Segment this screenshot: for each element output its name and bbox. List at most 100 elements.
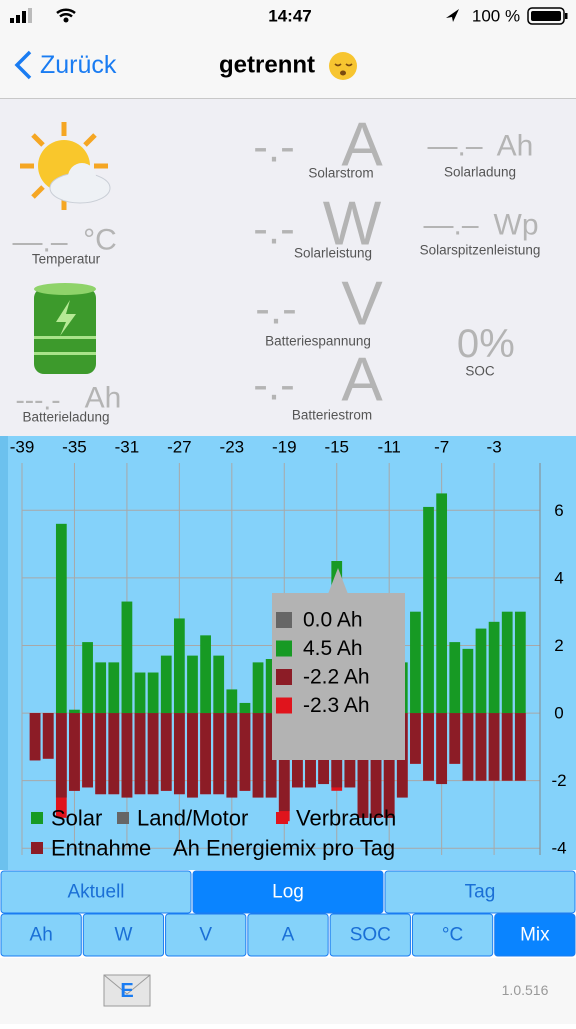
signal-icon <box>10 8 32 23</box>
bar <box>462 648 474 714</box>
bar <box>449 642 461 714</box>
tab-label[interactable]: Ah <box>30 925 53 946</box>
reading-value: -.- <box>253 361 295 410</box>
y-tick-label: 6 <box>554 501 563 520</box>
reading-unit: Ah <box>85 382 122 415</box>
wifi-dot <box>63 17 69 23</box>
tab-label[interactable]: V <box>199 925 212 946</box>
tab[interactable] <box>494 913 576 957</box>
back-chevron[interactable] <box>14 50 32 80</box>
mail-button[interactable]: E <box>103 974 151 1007</box>
reading-label: Batteriestrom <box>292 408 372 423</box>
tab[interactable] <box>192 870 384 914</box>
tab-label[interactable]: Aktuell <box>67 882 124 903</box>
x-tick-label: -39 <box>10 438 35 457</box>
footer <box>0 958 576 1024</box>
bar <box>410 713 421 764</box>
envelope[interactable] <box>103 974 151 1007</box>
status-battery: 100 % <box>472 7 520 26</box>
tab[interactable] <box>247 913 329 957</box>
bar <box>370 713 382 818</box>
reading-value: —.– <box>12 226 67 259</box>
tab-label[interactable]: Mix <box>520 925 550 946</box>
tab[interactable] <box>329 913 411 957</box>
reading-label: SOC <box>465 364 495 379</box>
tooltip-swatch <box>276 612 292 628</box>
back-button[interactable]: Zurück <box>14 50 117 80</box>
bar <box>29 713 41 761</box>
x-tick-label: -19 <box>272 438 297 457</box>
bar <box>357 713 369 818</box>
bar <box>475 713 487 781</box>
bar <box>108 713 120 795</box>
reading-unit: A <box>341 346 383 415</box>
reading-label: Solarstrom <box>308 166 373 181</box>
status-time: 14:47 <box>268 7 311 26</box>
back-label[interactable]: Zurück <box>40 51 117 79</box>
bar <box>121 601 133 714</box>
tab[interactable] <box>0 913 82 957</box>
bar <box>55 713 67 798</box>
envelope-letter[interactable]: E <box>120 980 133 1002</box>
x-tick-label: -23 <box>220 438 245 457</box>
reading-value: —.– <box>427 130 482 163</box>
location-icon <box>446 9 459 22</box>
reading-value: —.– <box>423 209 478 242</box>
version: 1.0.516 <box>502 982 549 998</box>
reading-label: Batterieladung <box>22 410 109 425</box>
chart: -39 -35 -31 -27 -23 -19 -15 -11 -7 -3 6 4 2 0 -2 -4 0.0 … <box>10 438 567 861</box>
bar <box>173 713 185 795</box>
x-tick-label: -35 <box>62 438 87 457</box>
reading-value: ---.- <box>15 385 60 416</box>
bar <box>278 713 290 812</box>
bar <box>252 662 264 714</box>
tooltip-text: 4.5 Ah <box>303 637 363 660</box>
tooltip-swatch <box>276 697 292 714</box>
tab-label[interactable]: °C <box>442 925 463 946</box>
legend-swatch <box>117 812 129 824</box>
bar <box>462 713 474 781</box>
bar <box>226 689 238 714</box>
tab[interactable] <box>0 870 192 914</box>
tab[interactable] <box>82 913 165 957</box>
legend-label: Solar <box>51 806 102 831</box>
reading-unit: A <box>341 111 383 180</box>
bar <box>514 713 526 781</box>
bar <box>436 493 448 714</box>
x-tick-label: -15 <box>324 438 349 457</box>
top-bar <box>0 0 576 99</box>
bar <box>226 713 238 798</box>
bar <box>187 655 198 714</box>
bar <box>449 713 461 764</box>
bar <box>200 713 211 795</box>
reading-label: Batteriespannung <box>265 334 371 349</box>
tab-label[interactable]: Log <box>272 882 304 903</box>
tab[interactable] <box>165 913 247 957</box>
tab-label[interactable]: A <box>282 925 295 946</box>
bar <box>147 672 159 714</box>
envelope-flap[interactable] <box>103 974 151 995</box>
bar <box>173 618 185 714</box>
tab-label[interactable]: SOC <box>350 925 391 946</box>
sleep-emoji <box>329 52 357 80</box>
tab-label[interactable]: Tag <box>465 882 496 903</box>
reading-value: 0 <box>457 322 479 366</box>
tooltip-text: 0.0 Ah <box>303 609 363 632</box>
tabs: Aktuell Log Tag Ah W V A SOC °C Mix <box>0 870 576 957</box>
reading-unit: % <box>479 322 515 366</box>
bar <box>213 713 225 795</box>
tab[interactable] <box>384 870 576 914</box>
y-tick-label: 0 <box>554 704 563 723</box>
x-tick-label: -27 <box>167 438 192 457</box>
reading-label: Solarleistung <box>294 246 372 261</box>
battery-tip <box>565 13 568 19</box>
bar <box>423 713 434 781</box>
tab-label[interactable]: W <box>114 925 132 946</box>
legend-label: Land/Motor <box>137 806 248 831</box>
tab[interactable] <box>411 913 494 957</box>
bar <box>501 713 513 781</box>
y-tick-label: -4 <box>551 839 566 858</box>
reading-label: Temperatur <box>32 252 101 267</box>
